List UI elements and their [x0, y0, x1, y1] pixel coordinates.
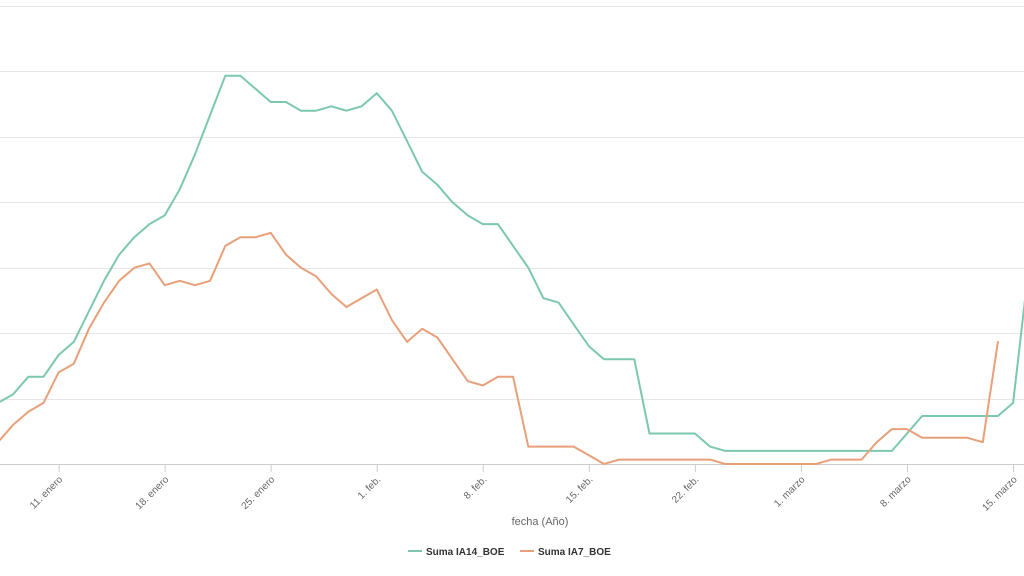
legend-label: Suma IA7_BOE — [538, 547, 611, 558]
x-axis-title: fecha (Año) — [512, 516, 569, 528]
legend-label: Suma IA14_BOE — [426, 547, 505, 558]
x-axis: 11. enero 18. enero 25. enero 1. feb. 8. feb… — [0, 464, 1024, 514]
legend: Suma IA14_BOE Suma IA7_BOE — [408, 547, 611, 558]
series-line-ia14 — [0, 74, 1024, 452]
gridlines — [0, 6, 1024, 400]
series-line-ia7 — [0, 231, 999, 465]
x-tick-label: 8. feb. — [462, 474, 489, 501]
x-tick-label: 22. feb. — [670, 474, 701, 505]
x-tick-label: 25. enero — [240, 474, 278, 512]
x-tick-label: 11. enero — [28, 474, 65, 511]
series-lines — [0, 74, 1024, 465]
x-tick-label: 15. feb. — [564, 474, 595, 505]
legend-item[interactable]: Suma IA7_BOE — [520, 547, 611, 558]
legend-item[interactable]: Suma IA14_BOE — [408, 547, 505, 558]
x-tick-label: 18. enero — [134, 474, 172, 512]
x-tick-label: 15. marzo — [980, 474, 1020, 514]
x-tick-label: 8. marzo — [878, 474, 914, 510]
x-tick-label: 1. marzo — [772, 474, 808, 510]
x-tick-label: 1. feb. — [356, 474, 383, 501]
